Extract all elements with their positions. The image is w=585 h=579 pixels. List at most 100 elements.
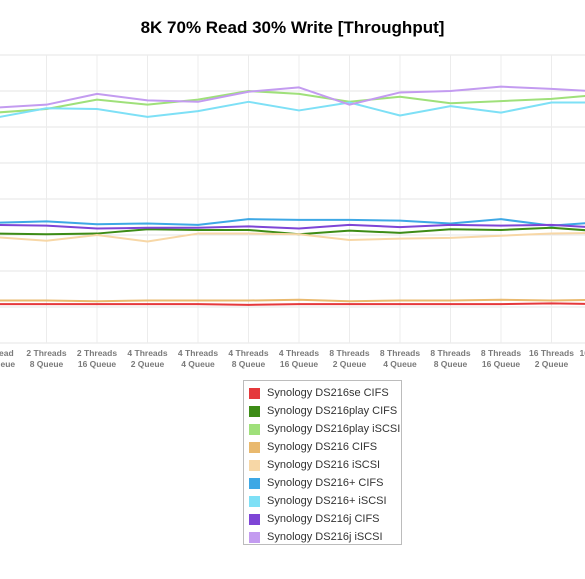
legend-item: Synology DS216play iSCSI <box>244 420 401 438</box>
series-group <box>0 218 585 227</box>
legend-item: Synology DS216+ CIFS <box>244 474 401 492</box>
data-point <box>500 303 502 305</box>
data-point <box>298 303 300 305</box>
data-point <box>96 234 98 236</box>
series-group <box>0 223 585 230</box>
data-point <box>197 229 199 231</box>
legend-item: Synology DS216 CIFS <box>244 438 401 456</box>
data-point <box>399 219 401 222</box>
data-point <box>146 99 149 102</box>
data-point <box>500 85 502 88</box>
series-line <box>0 298 585 303</box>
series-group <box>0 302 585 306</box>
data-point <box>45 299 48 302</box>
data-point <box>45 239 48 242</box>
data-point <box>449 222 452 225</box>
x-tick-label: 1 Thread16 Queue <box>0 348 15 369</box>
data-point <box>449 102 452 105</box>
data-point <box>96 227 98 230</box>
data-point <box>550 101 553 104</box>
data-point <box>500 100 502 102</box>
data-point <box>146 240 149 243</box>
data-point <box>500 224 502 227</box>
legend-swatch <box>249 513 260 525</box>
legend-swatch <box>249 387 260 399</box>
data-point <box>550 302 553 305</box>
data-point <box>247 304 250 306</box>
data-point <box>197 232 199 235</box>
series-line <box>0 302 585 306</box>
data-point <box>146 303 149 305</box>
data-point <box>449 228 452 231</box>
data-point <box>197 303 199 305</box>
series-group <box>0 298 585 303</box>
x-tick-label: 8 Threads 16 Queue <box>481 348 521 369</box>
data-point <box>96 93 98 95</box>
data-point <box>348 303 351 305</box>
data-point <box>96 108 98 110</box>
x-tick-label: 4 Threads 16 Queue <box>279 348 319 369</box>
legend-label: Synology DS216play CIFS <box>267 405 398 417</box>
data-point <box>96 223 98 225</box>
data-point <box>500 299 502 301</box>
data-point <box>348 103 351 106</box>
legend-swatch <box>249 459 260 471</box>
series-lines <box>0 85 585 306</box>
data-point <box>45 303 48 305</box>
data-point <box>348 229 351 232</box>
data-point <box>96 232 98 235</box>
data-point <box>449 90 452 92</box>
data-point <box>550 299 553 302</box>
legend-item: Synology DS216j CIFS <box>244 510 401 528</box>
legend-label: Synology DS216play iSCSI <box>267 423 401 435</box>
series-line <box>0 100 585 118</box>
data-point <box>399 232 401 234</box>
data-point <box>197 110 199 112</box>
data-point <box>348 300 351 303</box>
data-point <box>449 105 452 107</box>
legend-item: Synology DS216 iSCSI <box>244 456 401 474</box>
data-point <box>45 220 48 223</box>
legend-swatch <box>249 477 260 489</box>
data-point <box>500 111 502 114</box>
data-point <box>500 229 502 231</box>
data-point <box>146 222 149 225</box>
x-tick-label: 4 Threads 4 Queue <box>178 348 218 369</box>
data-point <box>45 103 48 106</box>
data-point <box>449 299 452 302</box>
x-tick-label: 4 Threads 2 Queue <box>127 348 167 369</box>
x-tick-label: 4 Threads 8 Queue <box>228 348 268 369</box>
data-point <box>247 218 250 220</box>
data-point <box>298 109 300 112</box>
data-point <box>146 227 149 229</box>
legend-label: Synology DS216se CIFS <box>267 387 389 399</box>
data-point <box>298 93 300 95</box>
data-point <box>298 219 300 221</box>
data-point <box>247 101 250 103</box>
data-point <box>348 219 351 221</box>
data-point <box>146 299 149 302</box>
x-tick-label: 8 Threads 4 Queue <box>380 348 420 369</box>
data-point <box>247 232 250 235</box>
x-tick-label: 8 Threads 8 Queue <box>430 348 470 369</box>
data-point <box>247 225 250 228</box>
legend-label: Synology DS216 CIFS <box>267 441 378 453</box>
legend-item: Synology DS216j iSCSI <box>244 528 401 546</box>
legend-label: Synology DS216+ CIFS <box>267 477 384 489</box>
data-point <box>247 299 250 302</box>
data-point <box>197 224 199 226</box>
legend-swatch <box>249 405 260 417</box>
data-point <box>146 228 149 231</box>
data-point <box>550 224 553 226</box>
x-tick-label: 2 Threads 8 Queue <box>26 348 66 369</box>
legend-label: Synology DS216j iSCSI <box>267 531 383 543</box>
data-point <box>550 227 553 229</box>
x-tick-label: 2 Threads 16 Queue <box>77 348 117 369</box>
data-point <box>399 303 401 305</box>
legend-item: Synology DS216play CIFS <box>244 402 401 420</box>
data-point <box>247 90 250 93</box>
x-tick-label: 16 Threads 2 Queue <box>529 348 574 369</box>
